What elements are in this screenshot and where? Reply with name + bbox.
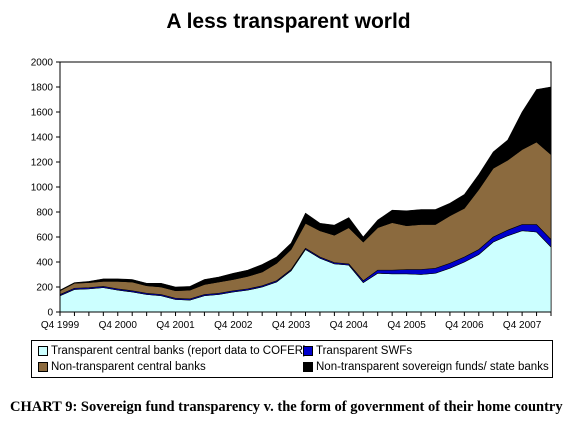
legend-label-non-transparent-central-banks: Non-transparent central banks: [51, 361, 206, 373]
x-tick-label: Q4 2001: [156, 320, 195, 331]
y-tick-label: 1800: [31, 83, 54, 94]
y-tick-label: 2000: [31, 58, 54, 69]
legend-label-non-transparent-sovereign-funds: Non-transparent sovereign funds/ state b…: [316, 361, 549, 373]
x-tick-label: Q4 1999: [41, 320, 80, 331]
legend-item-non-transparent-central-banks: Non-transparent central banks: [38, 361, 206, 373]
legend-item-transparent-central-banks: Transparent central banks (report data t…: [38, 345, 307, 357]
figure-caption: CHART 9: Sovereign fund transparency v. …: [10, 399, 563, 415]
x-tick-label: Q4 2002: [214, 320, 253, 331]
y-tick-label: 1000: [31, 183, 54, 194]
x-tick-label: Q4 2007: [503, 320, 542, 331]
y-tick-label: 1600: [31, 108, 54, 119]
legend-swatch-non-transparent-central-banks: [38, 362, 48, 372]
y-tick-label: 1400: [31, 133, 54, 144]
x-tick-label: Q4 2003: [272, 320, 311, 331]
legend-label-transparent-swfs: Transparent SWFs: [316, 345, 413, 357]
legend-item-non-transparent-sovereign-funds: Non-transparent sovereign funds/ state b…: [303, 361, 549, 373]
y-tick-label: 0: [47, 308, 53, 319]
chart-legend: Transparent central banks (report data t…: [31, 340, 553, 378]
y-tick-label: 800: [36, 208, 53, 219]
legend-item-transparent-swfs: Transparent SWFs: [303, 345, 412, 357]
x-tick-label: Q4 2000: [99, 320, 138, 331]
y-tick-label: 200: [36, 283, 53, 294]
x-tick-label: Q4 2006: [445, 320, 484, 331]
legend-swatch-transparent-central-banks: [38, 346, 48, 356]
legend-label-transparent-central-banks: Transparent central banks (report data t…: [51, 345, 307, 357]
y-tick-label: 1200: [31, 158, 54, 169]
legend-swatch-transparent-swfs: [303, 346, 313, 356]
chart-title: A less transparent world: [166, 10, 411, 33]
x-tick-label: Q4 2005: [387, 320, 426, 331]
y-tick-label: 400: [36, 258, 53, 269]
area-chart: 0 200 400 600 800 1000 1200 1400 1600 1800 2000 Q4 …: [31, 58, 552, 331]
y-tick-label: 600: [36, 233, 53, 244]
legend-swatch-non-transparent-sovereign-funds: [303, 362, 313, 372]
x-tick-label: Q4 2004: [330, 320, 369, 331]
area-series-3: [59, 86, 552, 292]
